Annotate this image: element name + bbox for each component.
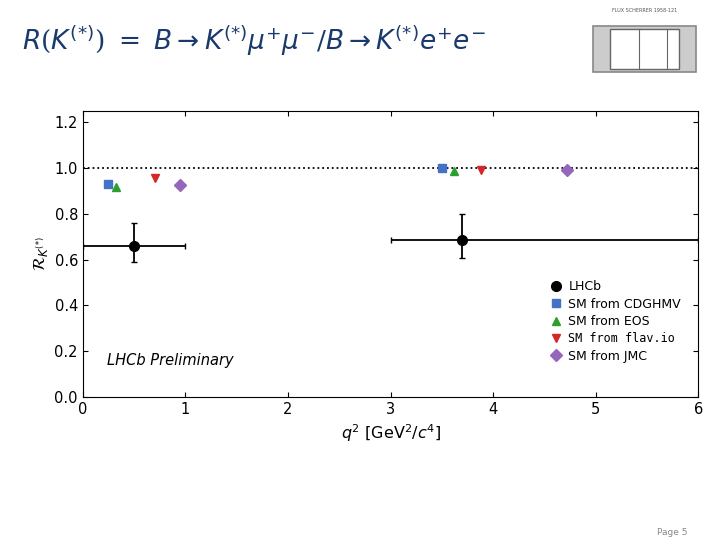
X-axis label: $q^2$ [GeV$^2$/$c^4$]: $q^2$ [GeV$^2$/$c^4$] [341, 422, 441, 444]
Text: LHCb Preliminary: LHCb Preliminary [107, 353, 234, 368]
Text: FLUX SCHERRER 1958-121: FLUX SCHERRER 1958-121 [612, 8, 677, 13]
Bar [610, 29, 679, 69]
Legend: LHCb, SM from CDGHMV, SM from EOS, SM from flav.io, SM from JMC: LHCb, SM from CDGHMV, SM from EOS, SM fr… [544, 275, 686, 368]
Text: Page 5: Page 5 [657, 528, 688, 537]
Text: $\mathit{R}$($\mathit{K}^{(*)}$) $=$ $\mathit{B}$${\rightarrow}$$\mathit{K}^{(*): $\mathit{R}$($\mathit{K}^{(*)}$) $=$ $\m… [22, 24, 485, 58]
Text: Combined ≈ 4σ evidence for LFUV: Combined ≈ 4σ evidence for LFUV [93, 473, 627, 501]
Bar [593, 25, 696, 72]
Y-axis label: $\mathcal{R}_{K^{(*)}}$: $\mathcal{R}_{K^{(*)}}$ [31, 237, 50, 271]
